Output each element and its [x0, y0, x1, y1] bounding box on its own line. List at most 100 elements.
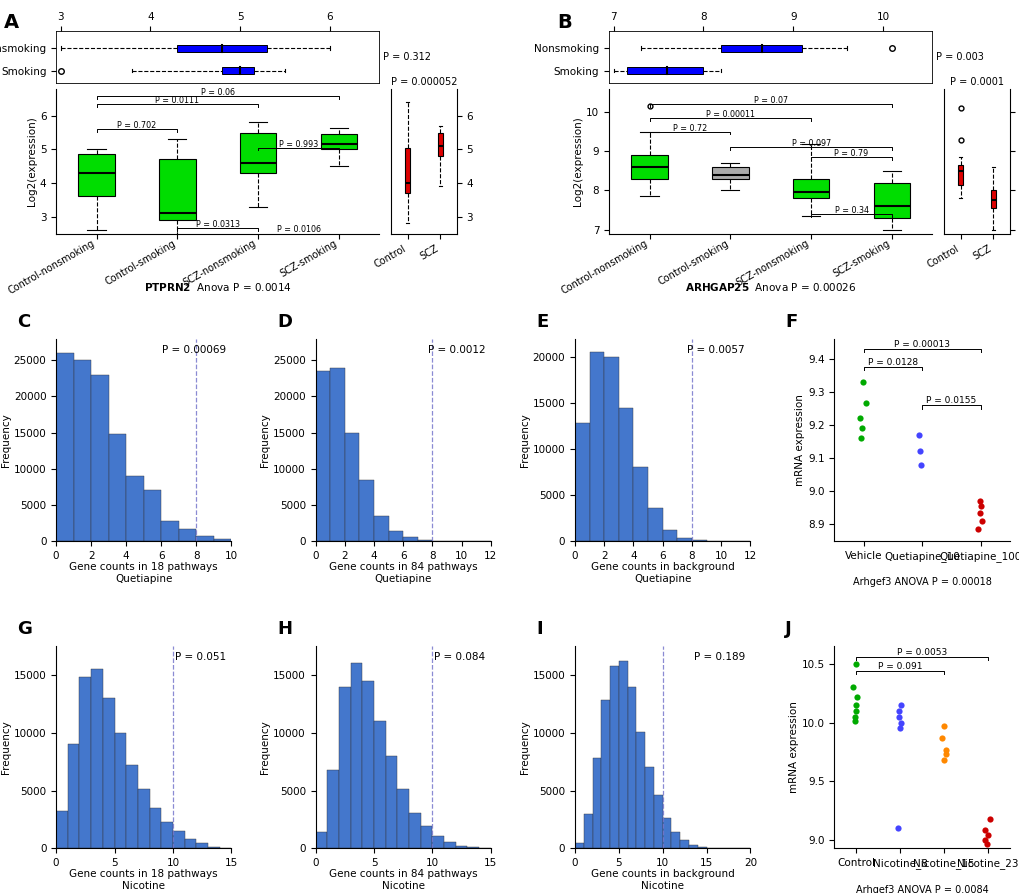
Bar [403, 538, 418, 541]
Y-axis label: Log2(expression): Log2(expression) [26, 116, 37, 206]
Point [976, 822, 993, 837]
Text: J: J [785, 620, 792, 638]
Text: F: F [785, 313, 797, 330]
Text: E: E [536, 313, 548, 330]
Bar [103, 698, 114, 848]
PathPatch shape [631, 155, 667, 179]
Text: P = 0.00069: P = 0.00069 [162, 345, 226, 355]
Bar [315, 371, 330, 541]
Bar [691, 540, 706, 541]
Bar [467, 847, 479, 848]
Text: P = 0.79: P = 0.79 [834, 149, 868, 158]
Bar [662, 530, 677, 541]
Y-axis label: Frequency: Frequency [260, 721, 270, 774]
Text: P = 0.0313: P = 0.0313 [196, 221, 239, 230]
Bar [327, 770, 338, 848]
Bar [374, 515, 388, 541]
Point [892, 722, 908, 736]
Point [848, 689, 864, 704]
Point [847, 656, 863, 671]
Text: P = 0.084: P = 0.084 [434, 652, 485, 663]
Point [852, 431, 868, 446]
Y-axis label: mRNA expression: mRNA expression [788, 701, 798, 793]
Bar [720, 45, 801, 52]
Text: P = 0.189: P = 0.189 [693, 652, 744, 663]
Bar [196, 844, 208, 848]
X-axis label: Gene counts in 18 pathways
Quetiapine: Gene counts in 18 pathways Quetiapine [69, 562, 218, 584]
Text: B: B [556, 13, 572, 32]
Point [845, 680, 861, 695]
Text: P = 0.0128: P = 0.0128 [867, 358, 917, 367]
Text: P = 0.097: P = 0.097 [791, 139, 830, 148]
Point [853, 421, 869, 436]
Point [892, 697, 908, 712]
Bar [409, 813, 421, 848]
Bar [583, 814, 592, 848]
Point [846, 714, 862, 729]
Bar [627, 67, 703, 74]
Point [978, 837, 995, 851]
Text: P = 0.312: P = 0.312 [382, 52, 430, 63]
Y-axis label: Frequency: Frequency [520, 721, 529, 774]
Bar [455, 846, 467, 848]
PathPatch shape [78, 154, 114, 196]
Y-axis label: Frequency: Frequency [1, 413, 11, 467]
Text: P = 0.0057: P = 0.0057 [687, 345, 744, 355]
Bar [636, 731, 645, 848]
Bar [161, 522, 178, 541]
Bar [184, 839, 196, 848]
Text: $\it{\bf{ARHGAP25}}$  Anova P = 0.00026: $\it{\bf{ARHGAP25}}$ Anova P = 0.00026 [685, 281, 856, 294]
Point [936, 742, 953, 756]
Bar [73, 361, 91, 541]
Bar [653, 795, 662, 848]
Bar [619, 407, 633, 541]
Point [851, 411, 867, 425]
PathPatch shape [957, 165, 962, 185]
Point [971, 505, 987, 520]
Text: P = 0.091: P = 0.091 [877, 662, 921, 671]
Bar [177, 45, 267, 52]
Text: P = 0.0111: P = 0.0111 [155, 96, 199, 104]
Point [937, 747, 954, 762]
Point [889, 822, 905, 836]
Text: P = 0.0001: P = 0.0001 [949, 78, 1003, 88]
Bar [144, 490, 161, 541]
Point [976, 833, 993, 847]
Text: P = 0.003: P = 0.003 [934, 52, 982, 63]
Text: P = 0.34: P = 0.34 [834, 205, 868, 215]
Text: Arhgef3 ANOVA P = 0.00018: Arhgef3 ANOVA P = 0.00018 [852, 578, 990, 588]
Text: P = 0.000052: P = 0.000052 [390, 78, 457, 88]
Bar [161, 822, 173, 848]
Text: P = 0.993: P = 0.993 [279, 139, 318, 148]
Text: A: A [4, 13, 19, 32]
Text: P = 0.06: P = 0.06 [201, 88, 234, 97]
Text: D: D [277, 313, 291, 330]
Point [910, 428, 926, 442]
Point [971, 494, 987, 508]
Bar [109, 434, 126, 541]
X-axis label: Gene counts in background
Quetiapine: Gene counts in background Quetiapine [590, 562, 734, 584]
Bar [91, 669, 103, 848]
Bar [677, 538, 691, 541]
Bar [338, 687, 351, 848]
PathPatch shape [405, 147, 410, 193]
Text: P = 0.00011: P = 0.00011 [705, 110, 754, 119]
Bar [388, 530, 403, 541]
Bar [443, 842, 455, 848]
Bar [91, 375, 109, 541]
Bar [222, 67, 254, 74]
PathPatch shape [239, 132, 276, 173]
X-axis label: Gene counts in 84 pathways
Quetiapine: Gene counts in 84 pathways Quetiapine [328, 562, 477, 584]
Bar [609, 666, 619, 848]
Bar [662, 818, 671, 848]
Y-axis label: Log2(expression): Log2(expression) [573, 116, 583, 206]
Bar [56, 812, 67, 848]
Bar [374, 722, 385, 848]
Bar [627, 687, 636, 848]
Bar [385, 755, 397, 848]
Bar [67, 745, 79, 848]
Bar [697, 847, 706, 848]
Point [979, 829, 996, 843]
Bar [344, 432, 359, 541]
Text: P = 0.07: P = 0.07 [753, 96, 787, 105]
